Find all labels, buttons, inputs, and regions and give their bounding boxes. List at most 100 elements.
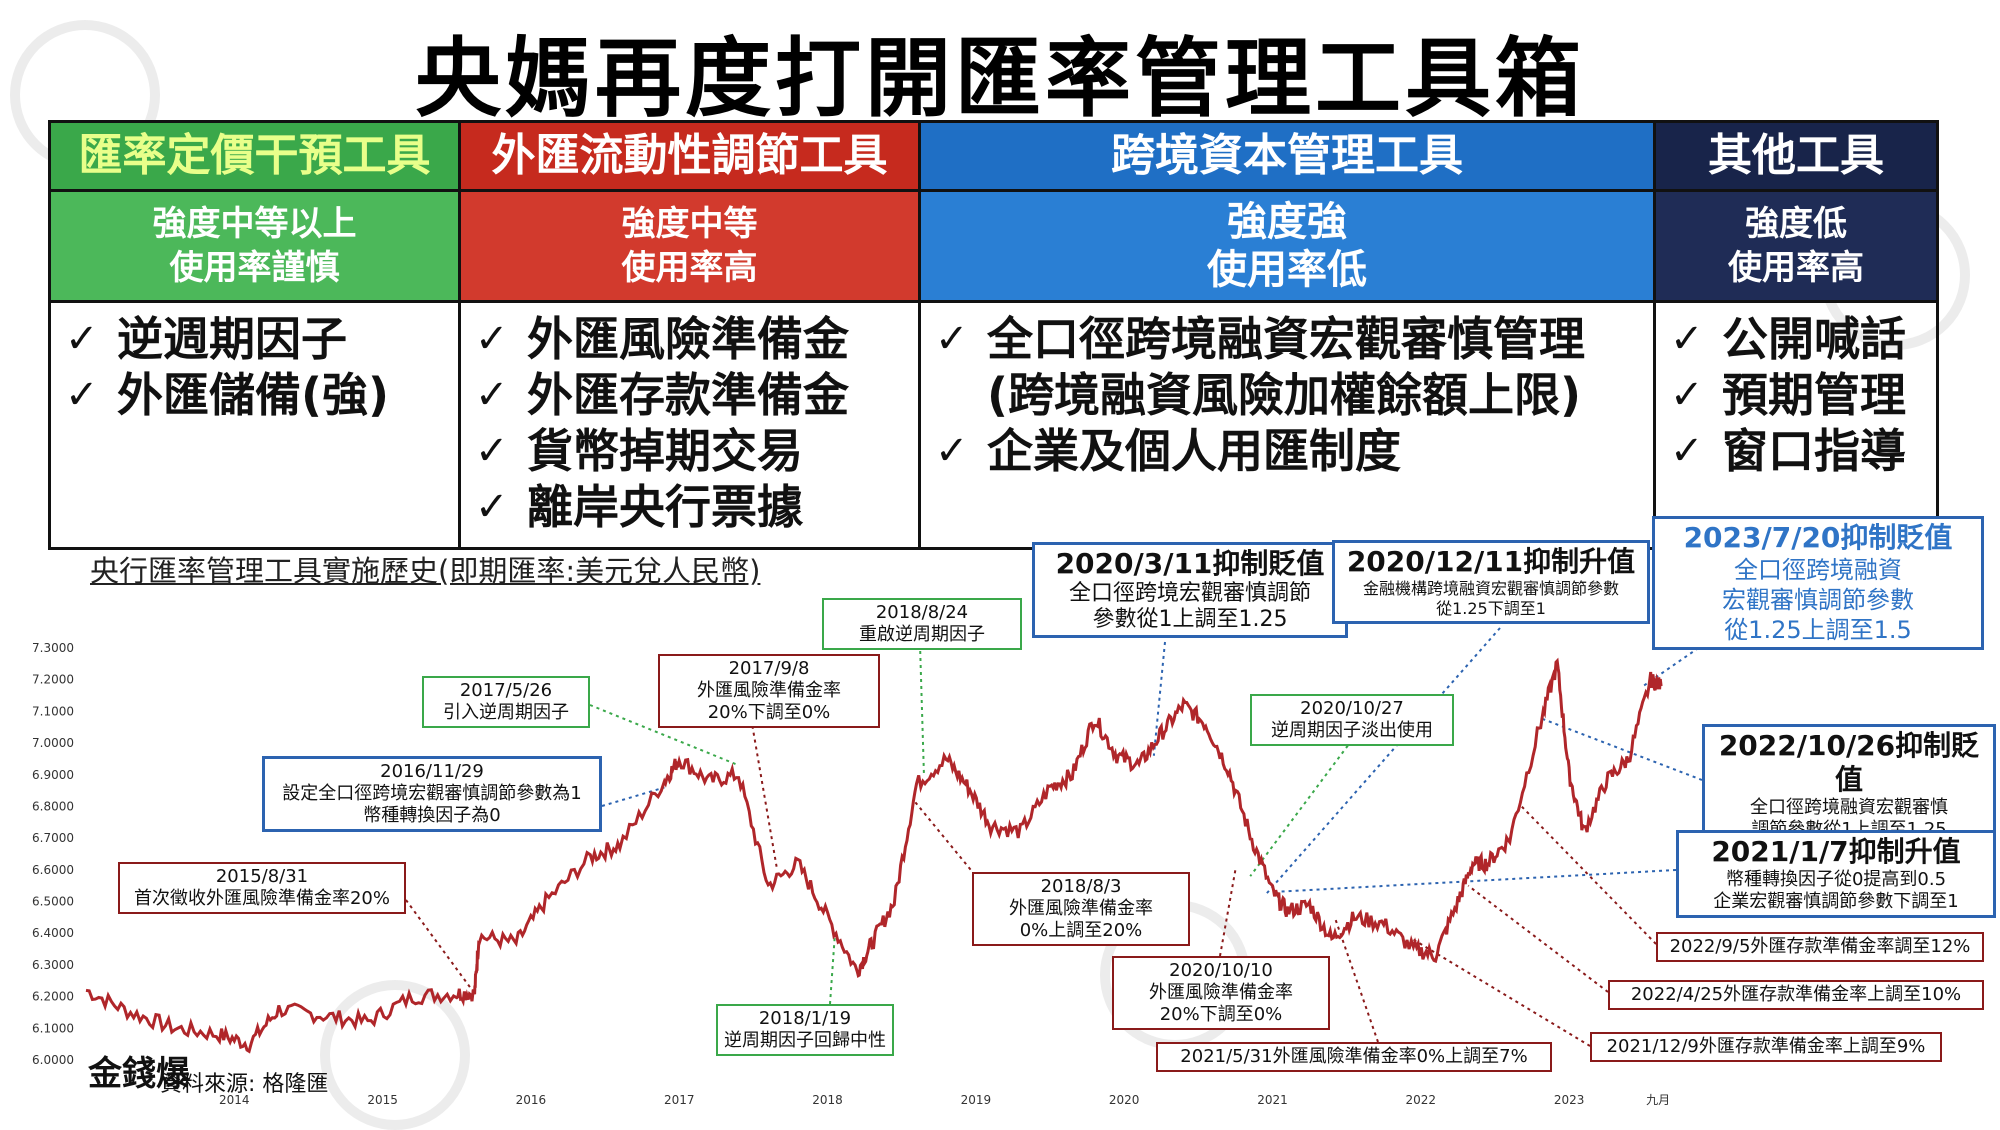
check-icon: ✓ (475, 484, 509, 530)
annotation-arrow (405, 899, 476, 995)
annotation-arrow (1412, 938, 1591, 1047)
item-label: 外匯風險準備金 (527, 312, 849, 366)
annotation-2021-05-31: 2021/5/31外匯風險準備金率0%上調至7% (1156, 1042, 1552, 1072)
x-tick-label: 九月 (1646, 1093, 1670, 1107)
item-label: 離岸央行票據 (527, 480, 803, 534)
annotation-arrow (912, 799, 976, 876)
annotation-text: 0%上調至20% (1019, 920, 1143, 941)
annotation-text: 2021/5/31外匯風險準備金率0%上調至7% (1180, 1046, 1528, 1067)
check-icon: ✓ (1670, 372, 1704, 418)
annotation-2020-10-27: 2020/10/27 逆周期因子淡出使用 (1250, 694, 1454, 746)
page-title: 央媽再度打開匯率管理工具箱 (415, 29, 1585, 129)
item-label: 外匯存款準備金 (527, 368, 849, 422)
y-tick-label: 6.2000 (32, 990, 74, 1004)
check-icon: ✓ (1670, 316, 1704, 362)
check-icon: ✓ (935, 428, 969, 474)
annotation-arrow (1219, 869, 1237, 957)
strength-line: 強度中等 (621, 204, 758, 244)
x-tick-label: 2020 (1109, 1093, 1140, 1107)
annotation-date: 2020/3/11抑制貶值 (1055, 547, 1325, 580)
annotation-date: 2022/10/26抑制貶值 (1718, 729, 1980, 796)
tool-header-fx-pricing: 匯率定價干預工具 (48, 120, 461, 192)
annotation-2018-08-03: 2018/8/3 外匯風險準備金率 0%上調至20% (972, 872, 1190, 946)
annotation-2017-05-26: 2017/5/26 引入逆周期因子 (422, 676, 590, 728)
list-item: (跨境融資風險加權餘額上限) (935, 367, 1643, 423)
x-tick-label: 2015 (367, 1093, 398, 1107)
annotation-text: 外匯風險準備金率 (1149, 982, 1293, 1003)
annotation-text: 全口徑跨境融資宏觀審慎 (1750, 797, 1948, 818)
y-tick-label: 7.1000 (32, 704, 74, 718)
annotation-arrow (1467, 884, 1609, 993)
tool-strength: 強度低 使用率高 (1656, 192, 1936, 300)
check-icon: ✓ (65, 316, 99, 362)
item-label: (跨境融資風險加權餘額上限) (987, 368, 1582, 422)
strength-line: 強度強 (1227, 199, 1347, 245)
list-item: ✓ 離岸央行票據 (475, 479, 908, 535)
y-tick-label: 6.9000 (32, 768, 74, 782)
annotation-text: 2022/4/25外匯存款準備金率上調至10% (1630, 984, 1962, 1005)
annotation-2023-07-20: 2023/7/20抑制貶值 全口徑跨境融資 宏觀審慎調節參數 從1.25上調至1… (1652, 516, 1984, 650)
strength-line: 強度中等以上 (152, 204, 357, 244)
annotation-date: 2015/8/31 (215, 866, 309, 887)
annotation-text: 2022/9/5外匯存款準備金率調至12% (1669, 936, 1971, 957)
annotation-date: 2021/1/7抑制升值 (1711, 835, 1961, 868)
annotation-text: 全口徑跨境融資 (1734, 556, 1902, 584)
annotation-text: 2021/12/9外匯存款準備金率上調至9% (1606, 1036, 1926, 1057)
tool-items-list: ✓ 逆週期因子 ✓ 外匯儲備(強) (51, 303, 458, 547)
annotation-2017-09-08: 2017/9/8 外匯風險準備金率 20%下調至0% (658, 654, 880, 728)
annotation-date: 2017/9/8 (728, 658, 810, 679)
list-item: ✓ 公開喊話 (1670, 311, 1926, 367)
tool-items-list: ✓ 公開喊話 ✓ 預期管理 ✓ 窗口指導 (1656, 303, 1936, 547)
annotation-2022-09-05: 2022/9/5外匯存款準備金率調至12% (1656, 932, 1984, 962)
annotation-text: 20%下調至0% (1159, 1004, 1283, 1025)
annotation-2018-08-24: 2018/8/24 重啟逆周期因子 (822, 598, 1022, 650)
annotation-date: 2020/10/27 (1300, 698, 1404, 719)
y-tick-label: 6.0000 (32, 1053, 74, 1067)
annotation-2016-11-29: 2016/11/29 設定全口徑跨境宏觀審慎調節參數為1 幣種轉換因子為0 (262, 756, 602, 832)
annotation-arrow (1264, 627, 1501, 896)
tool-header-fx-liquidity: 外匯流動性調節工具 (458, 120, 921, 192)
annotation-text: 重啟逆周期因子 (859, 624, 985, 645)
y-tick-label: 7.3000 (32, 641, 74, 655)
tool-items-list: ✓ 外匯風險準備金 ✓ 外匯存款準備金 ✓ 貨幣掉期交易 ✓ 離岸央行票據 (461, 303, 918, 547)
annotation-2020-10-10: 2020/10/10 外匯風險準備金率 20%下調至0% (1112, 956, 1330, 1030)
y-tick-label: 7.0000 (32, 736, 74, 750)
check-icon: ✓ (475, 316, 509, 362)
check-icon: ✓ (65, 372, 99, 418)
usage-line: 使用率高 (1728, 248, 1864, 288)
annotation-text: 參數從1上調至1.25 (1092, 607, 1288, 632)
annotation-text: 逆周期因子淡出使用 (1271, 720, 1433, 741)
check-icon: ✓ (475, 372, 509, 418)
annotation-text: 逆周期因子回歸中性 (724, 1030, 886, 1051)
item-label: 企業及個人用匯制度 (987, 424, 1401, 478)
annotation-date: 2023/7/20抑制貶值 (1683, 521, 1953, 554)
annotation-text: 金融機構跨境融資宏觀審慎調節參數 (1362, 579, 1619, 598)
list-item: ✓ 外匯存款準備金 (475, 367, 908, 423)
annotation-date: 2017/5/26 (459, 680, 553, 701)
list-item: ✓ 貨幣掉期交易 (475, 423, 908, 479)
usage-line: 使用率高 (621, 248, 758, 288)
check-icon: ✓ (935, 316, 969, 362)
annotation-text: 20%下調至0% (707, 702, 831, 723)
strength-line: 強度低 (1745, 204, 1847, 244)
item-label: 外匯儲備(強) (117, 368, 390, 422)
annotation-text: 設定全口徑跨境宏觀審慎調節參數為1 (282, 783, 582, 804)
item-label: 預期管理 (1722, 368, 1906, 422)
x-tick-label: 2016 (516, 1093, 547, 1107)
annotation-text: 外匯風險準備金率 (1009, 898, 1153, 919)
y-tick-label: 6.5000 (32, 895, 74, 909)
source-note: 資料來源: 格隆匯 (160, 1072, 329, 1097)
annotation-arrow (601, 786, 665, 807)
annotation-date: 2018/8/3 (1040, 876, 1122, 897)
annotation-arrows (405, 627, 1711, 1047)
annotation-2020-03-11: 2020/3/11抑制貶值 全口徑跨境宏觀審慎調節 參數從1上調至1.25 (1032, 542, 1348, 638)
list-item: ✓ 逆週期因子 (65, 311, 448, 367)
annotation-date: 2018/8/24 (875, 602, 969, 623)
y-tick-label: 6.7000 (32, 831, 74, 845)
annotation-date: 2016/11/29 (380, 761, 484, 782)
check-icon: ✓ (475, 428, 509, 474)
list-item: ✓ 預期管理 (1670, 367, 1926, 423)
annotation-arrow (829, 933, 836, 1005)
annotation-arrow (1249, 739, 1353, 877)
